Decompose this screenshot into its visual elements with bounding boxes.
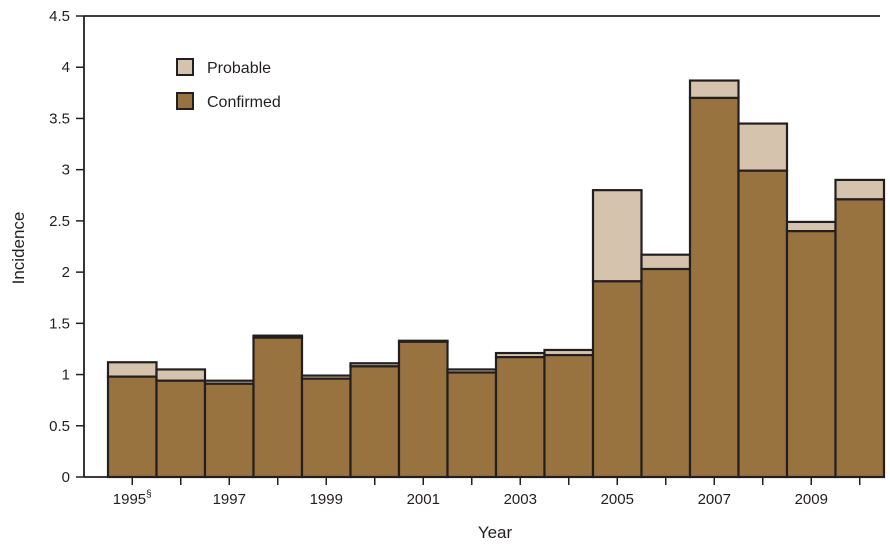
bar-confirmed-2000 [349,365,401,479]
bar-confirmed-1999 [300,377,352,479]
bar-confirmed-1996 [155,379,207,479]
legend: Probable Confirmed [176,58,281,111]
x-tick-label-2005: 2005 [601,491,634,508]
x-tick-label-2007: 2007 [698,491,731,508]
bar-confirmed-1997 [203,382,255,479]
bar-probable-2008 [737,122,789,172]
bar-probable-2007 [688,79,740,100]
bar-confirmed-2002 [446,371,498,479]
x-tick-label-1999: 1999 [310,491,343,508]
x-tick-label-2009: 2009 [795,491,828,508]
legend-swatch-probable [176,58,194,76]
bar-confirmed-2004 [543,353,595,479]
bar-confirmed-2010 [834,198,886,479]
bar-confirmed-2006 [640,267,692,479]
ticks-layer: 0 0.5 1 1.5 2 2.5 3 3.5 4 4.5 1995§ 1997 1999 2001 200… [49,8,861,508]
bar-probable-2010 [834,178,886,201]
axes-layer [83,15,880,478]
bars-layer [106,79,886,479]
y-tick-label-4: 4 [62,59,70,76]
bar-confirmed-2003 [494,356,546,479]
bar-confirmed-1995 [106,375,158,479]
bar-confirmed-2009 [785,230,837,479]
bar-confirmed-2001 [397,340,449,479]
bar-confirmed-2008 [737,169,789,479]
y-tick-label-0.5: 0.5 [49,418,70,435]
legend-label-confirmed: Confirmed [207,94,281,111]
y-tick-label-2.5: 2.5 [49,213,70,230]
y-tick-label-0: 0 [62,469,70,486]
y-tick-label-4.5: 4.5 [49,8,70,25]
y-tick-label-3: 3 [62,162,70,179]
x-tick-label-2001: 2001 [407,491,440,508]
bar-probable-2009 [785,220,837,233]
bar-confirmed-2007 [688,96,740,479]
legend-label-probable: Probable [207,60,271,77]
bar-probable-1995 [106,361,158,378]
bar-confirmed-2005 [591,280,643,479]
legend-swatch-confirmed [176,92,194,110]
y-axis-title: Incidence [9,212,28,285]
y-tick-label-3.5: 3.5 [49,110,70,127]
x-tick-label-2003: 2003 [504,491,537,508]
bar-probable-2005 [591,189,643,283]
bar-probable-1996 [155,368,207,382]
y-tick-label-2: 2 [62,264,70,281]
y-tick-label-1: 1 [62,367,70,384]
x-axis-title: Year [478,523,513,542]
y-tick-label-1.5: 1.5 [49,315,70,332]
bar-confirmed-1998 [252,336,304,479]
x-tick-label-1997: 1997 [213,491,246,508]
x-tick-label-1995: 1995§ [113,489,152,508]
bar-probable-2006 [640,253,692,271]
